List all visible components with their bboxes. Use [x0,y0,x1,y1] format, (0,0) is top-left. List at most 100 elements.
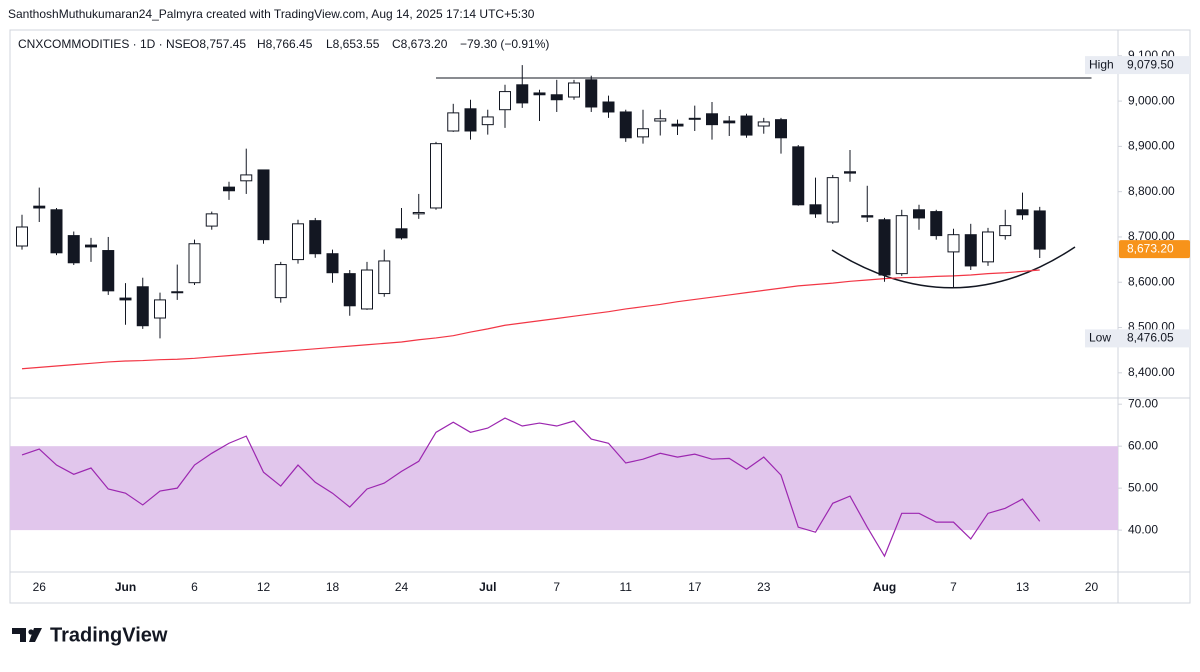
x-tick-label: 7 [553,580,560,594]
marker-bg [1085,56,1190,75]
candle-body [654,118,667,122]
candle-body [637,128,649,138]
marker-name: High [1089,57,1114,71]
candle-body [274,264,287,299]
candle-body [85,244,97,248]
candle-body [119,297,132,301]
candle-body [292,223,304,261]
brand-logo: TradingView [12,624,168,646]
moving-average [21,269,1040,370]
candle-body [516,84,529,104]
candle-body [430,143,442,209]
candle-body [757,121,770,127]
y-tick-label: 8,700.00 [1128,229,1175,243]
candle-body [619,111,632,139]
y-tick-label: 9,000.00 [1128,93,1175,107]
candle-body [878,219,891,276]
candle-body [792,146,805,206]
candle-body [412,212,425,215]
y-tick-label: 60.00 [1128,438,1158,452]
candle-body [188,243,201,284]
logo-mark [12,628,26,642]
x-tick-label: 17 [688,580,702,594]
candle-body [33,205,46,209]
x-tick-label: 23 [757,580,771,594]
candle-body [343,273,356,307]
candle-body [671,123,684,127]
candle-body [568,82,580,98]
x-tick-label: Jul [479,580,496,594]
candle-body [809,204,822,215]
x-tick-label: 12 [257,580,271,594]
candle-body [136,286,149,327]
candle-body [826,177,839,223]
candle-body [602,101,615,113]
candle-body [775,119,787,139]
candle-body [706,113,718,126]
candle-body [447,112,460,132]
candle-body [240,174,253,182]
candle-body [1016,209,1029,216]
candle-body [740,115,753,136]
x-tick-label: 24 [395,580,409,594]
candle-body [499,91,511,111]
y-tick-label: 70.00 [1128,396,1158,410]
candle-body [361,269,373,310]
legend-high: H8,766.45 [257,37,313,51]
x-tick-label: 26 [33,580,47,594]
marker-bg [1085,329,1190,348]
legend-low: L8,653.55 [326,37,380,51]
candle-body [585,79,598,108]
price-pane [16,65,1092,370]
x-tick-label: 18 [326,580,340,594]
candle-body [171,291,184,294]
brand-name: TradingView [50,624,168,646]
candle-body [964,234,977,267]
candle-body [67,235,80,264]
candle-body [481,116,494,126]
x-tick-label: 7 [950,580,957,594]
x-tick-label: 13 [1016,580,1030,594]
logo-mark [29,628,42,642]
candle-body [550,94,563,101]
cup-curve [831,246,1076,289]
candle-body [913,209,925,219]
candle-body [930,211,943,237]
candle-body [464,108,477,132]
candle-body [326,253,339,274]
candle-body [982,231,994,263]
candle-body [723,120,736,124]
symbol-line: CNXCOMMODITIES · 1D · NSE [18,37,191,51]
candle-body [309,220,322,255]
marker-value: 8,476.05 [1127,331,1174,345]
candle-body [861,215,874,218]
rsi-line [21,417,1041,558]
candle-body [102,250,115,292]
rsi-pane [10,417,1118,558]
marker-name: Low [1089,331,1111,345]
y-tick-label: 50.00 [1128,480,1158,494]
marker-value: 9,079.50 [1127,57,1174,71]
x-tick-label: 20 [1085,580,1099,594]
candle-body [395,228,408,239]
x-tick-label: Aug [873,580,896,594]
rsi-band [10,446,1118,531]
last-price-label: 8,673.20 [1127,241,1174,255]
candle-body [223,186,235,192]
candle-body [533,92,546,96]
x-tick-label: Jun [115,580,136,594]
y-tick-label: 8,800.00 [1128,184,1175,198]
candle-body [844,171,856,174]
candle-body [895,215,908,275]
candle-body [947,234,960,253]
x-tick-label: 6 [191,580,198,594]
author-line: SanthoshMuthukumaran24_Palmyra created w… [8,7,535,21]
candle-body [50,209,63,254]
y-tick-label: 8,600.00 [1128,274,1175,288]
legend-open: O8,757.45 [190,37,246,51]
y-tick-label: 8,400.00 [1128,365,1175,379]
last-price-badge [1119,240,1190,259]
candle-body [257,169,270,241]
y-tick-label: 40.00 [1128,522,1158,536]
candle-body [154,299,166,319]
